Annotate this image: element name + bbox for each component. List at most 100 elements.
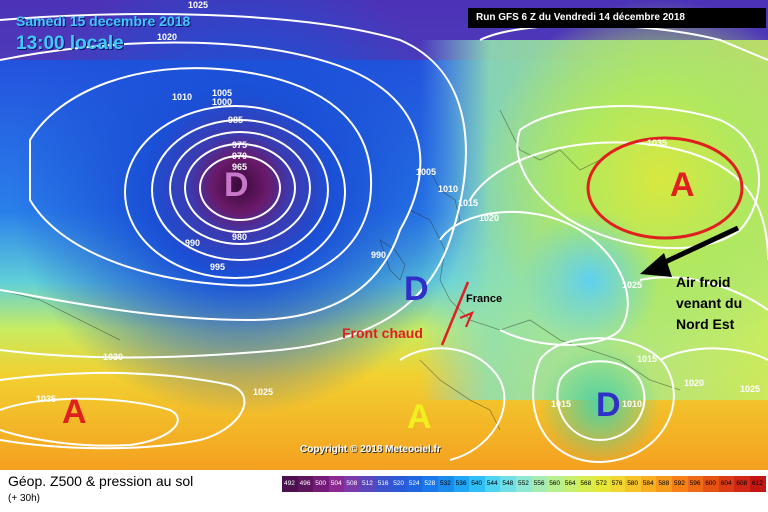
colorbar-cell [422, 476, 438, 492]
colorbar-cell [656, 476, 672, 492]
colorbar-tick-label: 520 [393, 480, 405, 487]
colorbar-cell [344, 476, 360, 492]
isobar-label: 990 [185, 238, 201, 248]
colorbar-tick-label: 528 [424, 480, 436, 487]
isobar-label: 975 [232, 140, 248, 150]
isobar-label: 1015 [458, 198, 479, 208]
colorbar-cell [547, 476, 563, 492]
isobar-label: 1020 [684, 378, 705, 388]
colorbar-tick-label: 596 [689, 480, 701, 487]
colorbar-tick-label: 540 [471, 480, 483, 487]
isobar-label: 990 [371, 250, 387, 260]
forecast-local-time: 13:00 locale [16, 33, 124, 54]
colorbar-tick-label: 612 [752, 480, 763, 487]
isobar-label: 1010 [438, 184, 459, 194]
isobar-label: 970 [232, 151, 248, 161]
isobar-label: 1025 [188, 0, 209, 10]
colorbar-cell [469, 476, 485, 492]
colorbar-cell [594, 476, 610, 492]
isobar-label: 1020 [157, 32, 178, 42]
isobar-label: 1035 [647, 138, 668, 148]
copyright: Copyright © 2018 Meteociel.fr [300, 444, 441, 455]
warm-front-line [440, 281, 470, 346]
colorbar-cell [703, 476, 719, 492]
isobar-label: 965 [232, 162, 248, 172]
colorbar-tick-label: 496 [299, 480, 311, 487]
product-title: Géop. Z500 & pression au sol [8, 473, 194, 489]
colorbar-cell [438, 476, 454, 492]
colorbar-tick-label: 580 [627, 480, 639, 487]
colorbar-tick-label: 548 [502, 480, 514, 487]
colorbar-cell [297, 476, 314, 492]
colorbar-cell [750, 476, 766, 492]
colorbar-cell [406, 476, 423, 492]
colorbar-tick-label: 592 [674, 480, 685, 487]
colorbar-tick-label: 564 [564, 480, 576, 487]
colorbar-tick-label: 588 [658, 480, 670, 487]
isobar-label: 1035 [36, 394, 57, 404]
colorbar-tick-label: 492 [284, 480, 295, 487]
isobar-label: 995 [210, 262, 226, 272]
colorbar-tick-label: 532 [440, 480, 451, 487]
isobar-label: 1025 [622, 280, 643, 290]
isobar-label: 1010 [172, 92, 193, 102]
colorbar-cell [625, 476, 641, 492]
isobar-label: 985 [228, 115, 244, 125]
colorbar-cell [734, 476, 750, 492]
isobar-label: 1030 [103, 352, 124, 362]
colorbar-cell [687, 476, 704, 492]
lead-time: (+ 30h) [8, 493, 40, 504]
high-pressure-marker: A [62, 393, 87, 431]
colorbar-cell [313, 476, 329, 492]
colorbar-cell [391, 476, 407, 492]
low-pressure-marker: D [404, 270, 429, 308]
colorbar-cell [672, 476, 688, 492]
isobar-label: 1015 [637, 354, 658, 364]
forecast-date: Samedi 15 decembre 2018 [16, 13, 191, 29]
colorbar-cell [578, 476, 594, 492]
colorbar-tick-label: 568 [580, 480, 592, 487]
colorbar-tick-label: 516 [377, 480, 389, 487]
colorbar-tick-label: 584 [642, 480, 654, 487]
colorbar-tick-label: 600 [705, 480, 717, 487]
warm-front-label: Front chaud [342, 325, 423, 341]
colorbar-tick-label: 512 [362, 480, 373, 487]
france-label: France [466, 293, 503, 305]
colorbar-tick-label: 572 [596, 480, 607, 487]
colorbar-cell [500, 476, 516, 492]
low-pressure-marker: D [224, 166, 249, 204]
colorbar-tick-label: 576 [611, 480, 623, 487]
cold-air-arrowhead [640, 253, 672, 277]
colorbar-cell [375, 476, 392, 492]
colorbar-tick-label: 604 [720, 480, 732, 487]
colorbar-cell [328, 476, 345, 492]
colorbar-cell [562, 476, 579, 492]
colorbar-tick-label: 524 [408, 480, 420, 487]
isobar-label: 1000 [212, 97, 233, 107]
isobar-label: 1010 [622, 399, 643, 409]
colorbar-tick-label: 500 [315, 480, 327, 487]
colorbar-cell [282, 476, 298, 492]
colorbar-tick-label: 560 [549, 480, 561, 487]
high-pressure-marker: A [407, 398, 432, 436]
colorbar-cell [609, 476, 626, 492]
cold-air-label-line3: Nord Est [676, 316, 735, 332]
isobar-label: 1005 [212, 88, 233, 98]
isobar-label: 980 [232, 232, 248, 242]
colorbar-tick-label: 536 [455, 480, 467, 487]
weather-map [0, 0, 768, 470]
colorbar-tick-label: 552 [518, 480, 529, 487]
colorbar-tick-label: 504 [330, 480, 342, 487]
colorbar-cell [531, 476, 548, 492]
low-pressure-marker: D [596, 386, 621, 424]
cold-air-label-line2: venant du [676, 295, 743, 311]
high-pressure-marker: A [670, 166, 695, 204]
colorbar-tick-label: 556 [533, 480, 545, 487]
colorbar-cell [718, 476, 735, 492]
run-info: Run GFS 6 Z du Vendredi 14 décembre 2018 [468, 8, 766, 28]
colorbar-tick-label: 608 [736, 480, 748, 487]
isobar-label: 1005 [416, 167, 437, 177]
colorbar-cell [640, 476, 657, 492]
isobar-label: 1015 [551, 399, 572, 409]
colorbar-cell [360, 476, 376, 492]
